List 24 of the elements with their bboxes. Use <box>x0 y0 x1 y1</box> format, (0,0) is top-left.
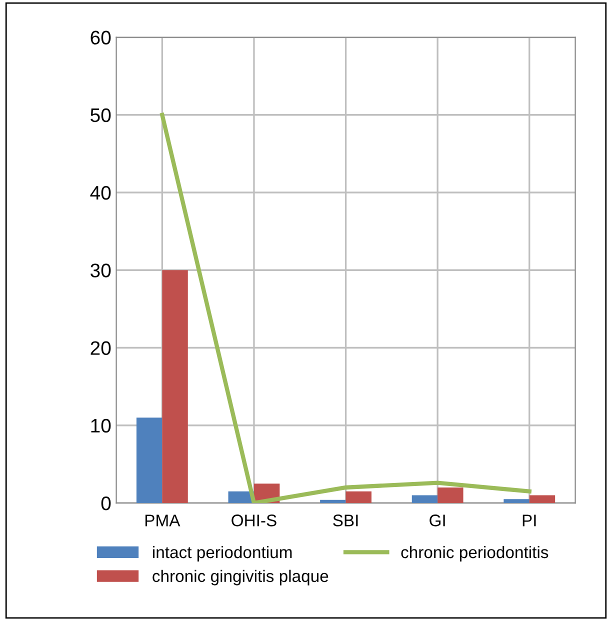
y-tick-label: 20 <box>90 341 111 355</box>
legend-label: intact periodontium <box>153 546 292 562</box>
bar <box>504 499 530 504</box>
x-tick-label: GI <box>430 514 445 526</box>
y-tick-label: 0 <box>101 496 111 510</box>
bar <box>412 495 438 504</box>
bar <box>529 495 556 504</box>
y-tick-label: 50 <box>90 108 111 122</box>
legend-label: chronic gingivitis plaque <box>152 570 328 586</box>
x-tick-label: PI <box>522 514 536 526</box>
y-tick-label: 30 <box>90 264 111 278</box>
x-tick-label: PMA <box>145 514 180 526</box>
y-tick-label: 40 <box>90 186 111 200</box>
bar <box>320 500 346 504</box>
legend-label: chronic periodontitis <box>401 546 548 562</box>
x-tick-label: SBI <box>333 514 358 526</box>
bar <box>162 270 188 504</box>
bar <box>346 491 372 504</box>
bar <box>438 487 464 504</box>
line-series <box>160 112 532 504</box>
bar <box>136 418 162 504</box>
x-tick-label: OHI-S <box>232 514 276 526</box>
y-tick-label: 60 <box>90 30 111 44</box>
y-tick-label: 10 <box>91 418 111 433</box>
